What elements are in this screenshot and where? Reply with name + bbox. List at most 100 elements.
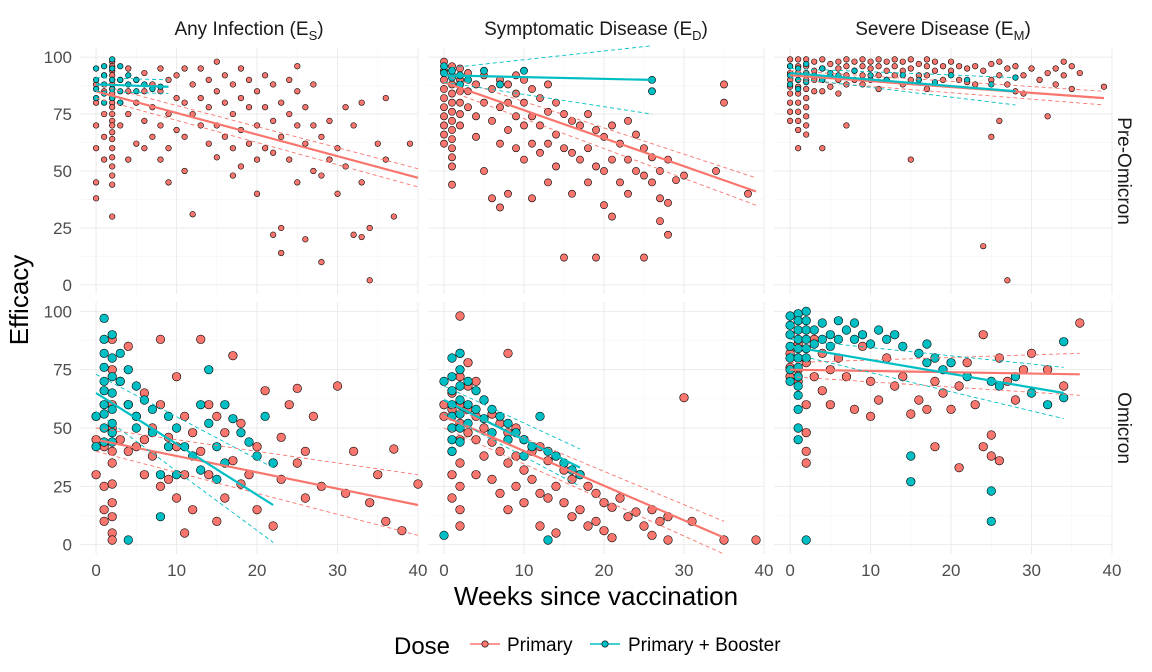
data-point <box>294 179 301 186</box>
data-point <box>278 224 285 232</box>
data-point <box>131 381 141 391</box>
data-point <box>567 512 577 522</box>
y-tick-label: 25 <box>53 219 72 238</box>
data-point <box>455 505 465 515</box>
data-point <box>833 334 843 344</box>
data-point <box>101 63 108 70</box>
data-point <box>503 348 513 358</box>
data-point <box>801 353 811 363</box>
data-point <box>99 505 109 515</box>
x-tick-label: 40 <box>409 561 428 580</box>
data-point <box>914 395 924 405</box>
x-tick-label: 30 <box>675 561 694 580</box>
data-point <box>471 376 481 386</box>
fit-lower-bound <box>790 376 1080 396</box>
data-point <box>986 516 996 526</box>
data-point <box>923 63 931 70</box>
data-point <box>133 76 140 83</box>
data-point <box>608 155 616 164</box>
data-point <box>786 108 794 115</box>
data-point <box>472 132 480 141</box>
data-point <box>994 456 1004 466</box>
data-point <box>163 442 174 452</box>
data-point <box>189 81 196 88</box>
data-point <box>946 404 956 414</box>
data-point <box>551 481 561 491</box>
data-point <box>827 83 834 90</box>
data-point <box>980 243 987 250</box>
data-point <box>229 172 237 179</box>
data-point <box>123 446 133 456</box>
data-point <box>954 381 964 391</box>
data-point <box>171 493 182 503</box>
data-point <box>439 530 449 540</box>
data-point <box>962 358 972 368</box>
data-point <box>720 80 728 89</box>
data-point <box>440 112 448 121</box>
y-tick-label: 75 <box>53 105 72 124</box>
data-point <box>455 365 465 375</box>
data-point <box>875 72 882 79</box>
data-point <box>496 139 504 148</box>
data-point <box>922 339 932 349</box>
data-point <box>448 144 456 153</box>
fit-lower-bound <box>95 411 274 543</box>
data-point <box>583 521 593 531</box>
data-point <box>874 395 884 405</box>
fit-lower-bound <box>443 81 653 115</box>
data-point <box>220 428 230 438</box>
data-point <box>245 104 253 111</box>
data-point <box>849 318 860 328</box>
data-point <box>744 189 752 198</box>
fit-line <box>789 345 1064 395</box>
data-point <box>440 130 448 139</box>
data-point <box>915 60 922 68</box>
data-point <box>648 178 656 187</box>
data-point <box>109 163 116 170</box>
data-point <box>447 386 457 396</box>
data-point <box>841 325 852 335</box>
data-point <box>213 88 220 95</box>
data-point <box>496 203 504 212</box>
fit-upper-bound <box>96 77 169 81</box>
data-point <box>197 95 204 102</box>
data-point <box>107 372 117 382</box>
data-point <box>663 535 673 545</box>
data-point <box>1059 337 1069 347</box>
data-point <box>607 502 617 512</box>
x-tick-label: 40 <box>755 561 774 580</box>
x-axis-title: Weeks since vaccination <box>454 581 738 611</box>
data-point <box>221 72 228 79</box>
data-point <box>996 117 1003 124</box>
data-point <box>180 411 190 421</box>
data-point <box>922 358 932 368</box>
data-point <box>294 63 301 70</box>
data-point <box>397 526 407 536</box>
y-tick-label: 100 <box>44 48 72 67</box>
data-point <box>930 442 940 452</box>
data-point <box>310 81 317 88</box>
y-tick-label: 50 <box>53 419 72 438</box>
data-point <box>1075 318 1085 328</box>
data-point <box>793 316 803 326</box>
data-point <box>811 88 818 95</box>
data-point <box>504 189 512 198</box>
data-point <box>109 172 116 179</box>
data-point <box>447 470 457 480</box>
data-point <box>875 56 882 63</box>
data-point <box>374 140 381 147</box>
data-point <box>835 58 842 65</box>
data-point <box>471 386 481 396</box>
data-point <box>286 110 293 118</box>
data-point <box>795 117 802 124</box>
data-point <box>801 400 811 410</box>
data-point <box>99 423 109 433</box>
data-point <box>205 104 212 111</box>
data-point <box>825 341 835 351</box>
data-point <box>237 65 245 72</box>
data-point <box>308 411 318 421</box>
data-point <box>882 334 892 344</box>
panel-pre-omicron-any-infection: 0 25 50 75 100 <box>44 48 419 295</box>
y-tick-label: 75 <box>53 361 72 380</box>
data-point <box>107 498 117 508</box>
